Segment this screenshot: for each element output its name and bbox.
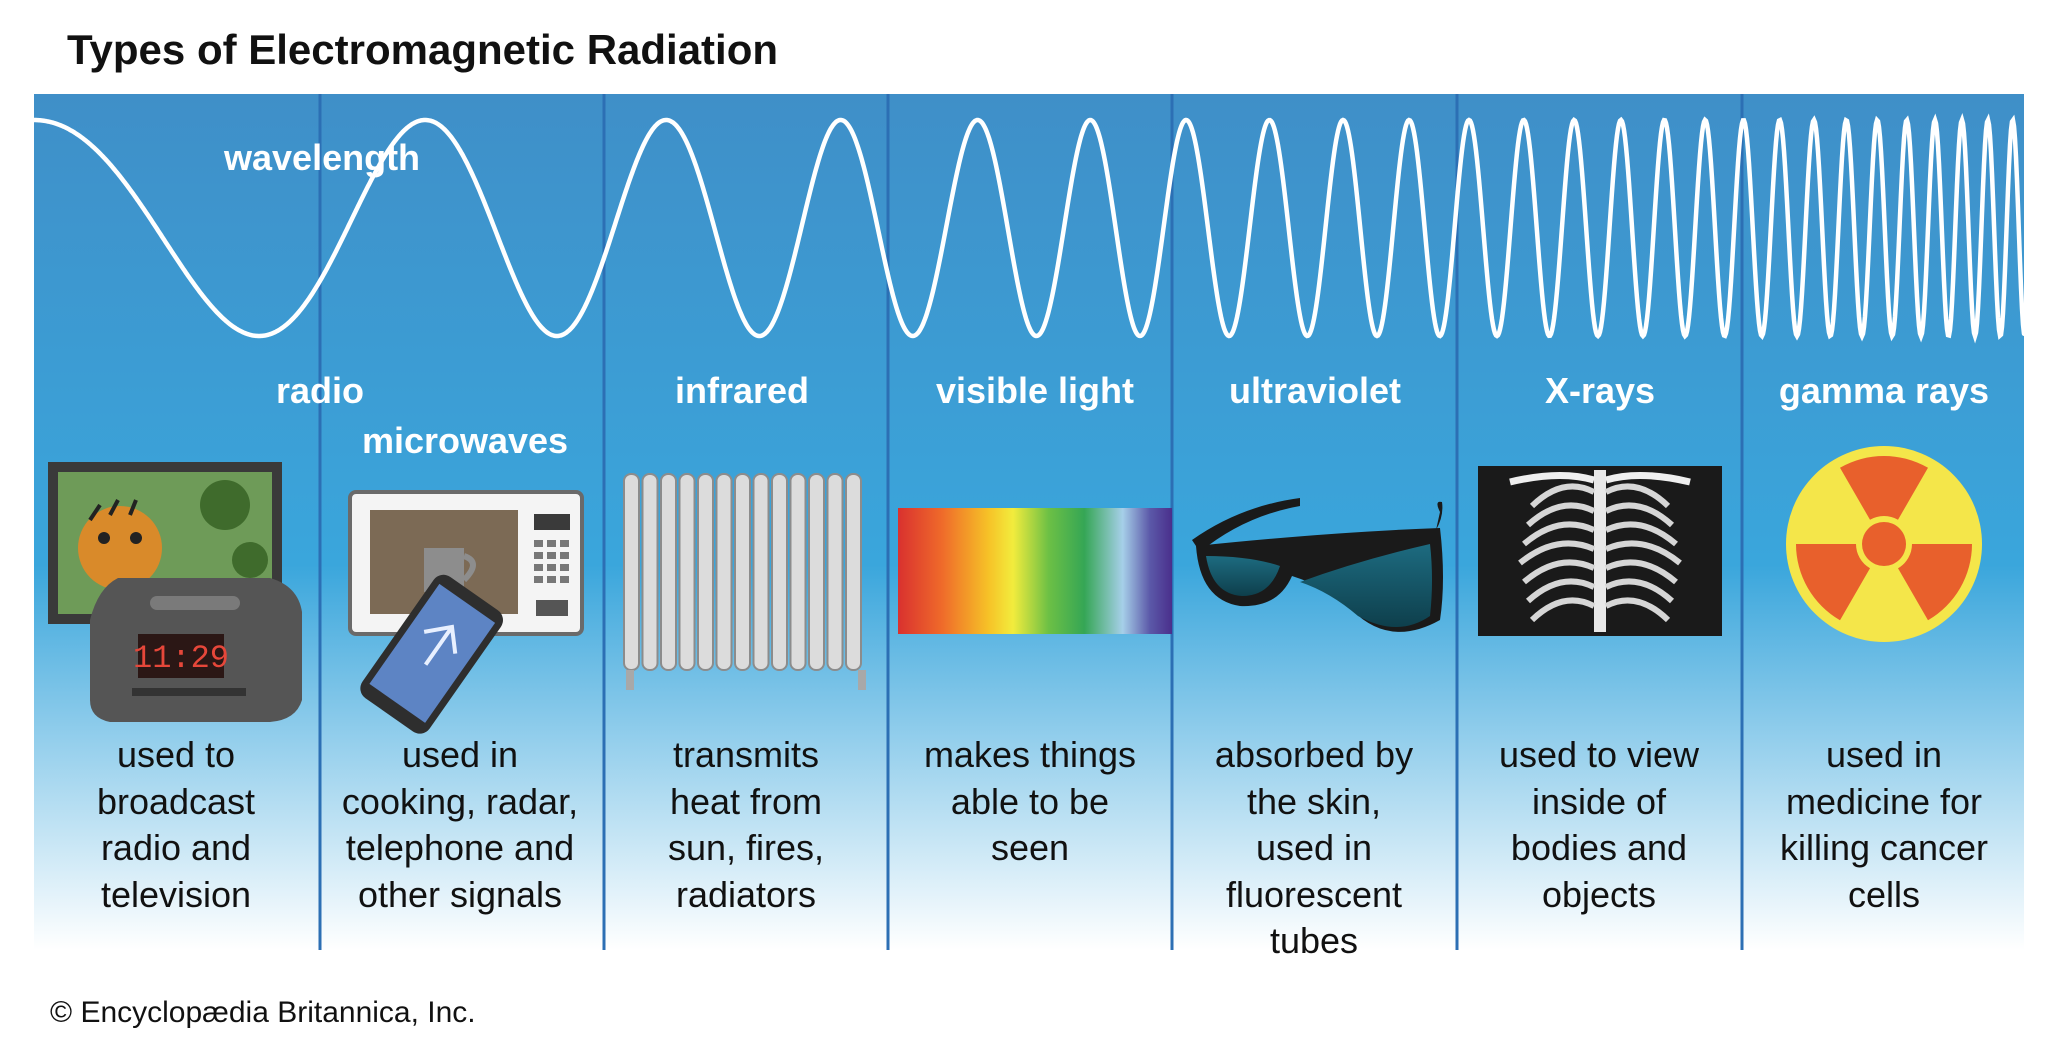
radiator-fin (641, 473, 659, 671)
xray-rib (1604, 502, 1675, 528)
radiator-fin (789, 473, 807, 671)
band-label-gamma-rays: gamma rays (1778, 370, 1990, 411)
radiator-fin (697, 473, 714, 671)
xray-rib (1522, 521, 1596, 547)
xray-clavicle (1509, 472, 1691, 486)
xray-rib (1525, 502, 1596, 528)
xray-rib (1604, 483, 1671, 509)
band-label-visible-light: visible light (935, 370, 1135, 411)
radiator-fin (771, 473, 788, 671)
tv-and-clock-radio-icon: 11:29 (48, 462, 302, 722)
wavelength-wave (31, 112, 2027, 344)
xray-rib (1604, 597, 1671, 623)
band-label-microwaves: microwaves (361, 420, 569, 461)
xray-rib (1525, 578, 1596, 604)
band-label-x-rays: X-rays (1544, 370, 1656, 411)
radiation-symbol-icon (1786, 446, 1982, 642)
band-description-visible-light: makes things able to be seen (923, 734, 1137, 868)
radiation-blade (1840, 456, 1928, 520)
band-description-radio: used to broadcast radio and television (96, 734, 256, 915)
diagram-title: Types of Electromagnetic Radiation (67, 26, 779, 73)
xray-rib (1604, 578, 1675, 604)
wavelength-label: wavelength (224, 137, 421, 178)
band-label-radio: radio (275, 370, 364, 411)
xray-rib (1604, 521, 1678, 547)
radiator-fin (623, 473, 640, 671)
xray-rib (1518, 540, 1596, 566)
radiator-fin (845, 473, 862, 671)
band-description-microwaves: used in cooking, radar, telephone and ot… (341, 734, 579, 915)
radiation-hub (1862, 522, 1906, 566)
radiator-fin (808, 473, 825, 671)
xray-spine (1594, 470, 1606, 632)
radiator-leg (858, 670, 866, 690)
copyright-credit: © Encyclopædia Britannica, Inc. (50, 996, 476, 1029)
radiator-fin (734, 473, 751, 671)
svg-text:11:29: 11:29 (133, 640, 229, 677)
radiation-blade (1898, 544, 1973, 621)
band-description-x-rays: used to view inside of bodies and object… (1498, 734, 1700, 915)
radiation-blade (1796, 544, 1870, 621)
radiator-icon (623, 473, 866, 690)
band-description-infrared: transmits heat from sun, fires, radiator… (667, 734, 825, 915)
xray-rib (1604, 559, 1678, 585)
spectrum-icon (898, 508, 1172, 634)
band-label-infrared: infrared (674, 370, 810, 411)
xray-rib (1529, 483, 1596, 509)
radiator-fin (752, 473, 770, 671)
microwave-oven-and-phone-icon (348, 490, 584, 734)
radiator-fin (715, 473, 733, 671)
radiator-fin (660, 473, 677, 671)
band-description-ultraviolet: absorbed by the skin, used in fluorescen… (1214, 734, 1414, 961)
sunglasses-icon (1192, 498, 1443, 632)
band-dividers (318, 94, 1744, 950)
radiator-fin (826, 473, 844, 671)
band-description-gamma-rays: used in medicine for killing cancer cell… (1779, 734, 1989, 915)
xray-rib (1604, 540, 1682, 566)
chest-xray-icon (1478, 466, 1722, 636)
band-label-ultraviolet: ultraviolet (1228, 370, 1402, 411)
radiator-leg (626, 670, 634, 690)
xray-rib (1522, 559, 1596, 585)
radiator-fin (678, 473, 696, 671)
xray-rib (1529, 597, 1596, 623)
